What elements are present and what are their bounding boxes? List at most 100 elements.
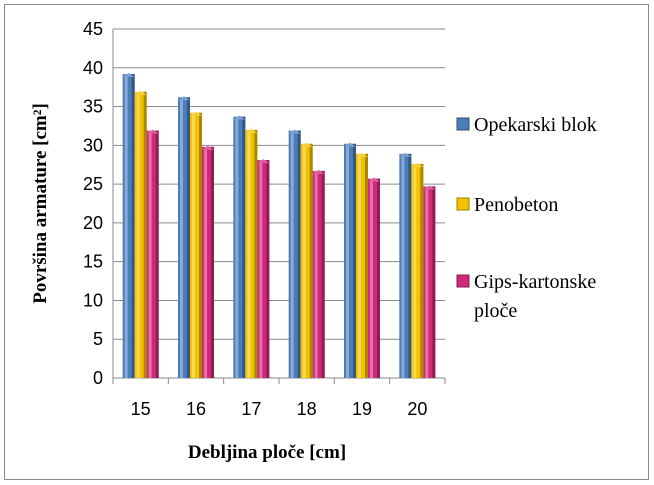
y-tick-label: 35 [83,97,103,117]
chart-frame [4,4,649,480]
bar-highlight [192,112,195,378]
x-tick-label: 18 [297,399,317,419]
bar-shadow [321,170,325,378]
x-tick-label: 17 [241,399,261,419]
bar [146,129,159,378]
bar-shadow [353,143,356,378]
legend-entry: Opekarski blok [456,114,597,136]
bar-cap [300,142,313,147]
bar-body [122,73,135,378]
bar [190,111,202,378]
bar-shadow [143,91,147,378]
bar-cap [356,152,368,157]
bar-cap [202,145,214,150]
y-tick-label: 30 [83,135,103,155]
bar-shadow [254,129,258,378]
bar [257,159,270,378]
bar [134,90,147,378]
bar-shadow [408,153,412,378]
y-tick-label: 25 [83,174,103,194]
bar-shadow [187,97,190,378]
bar-highlight [290,130,294,378]
bar-cap [411,162,424,167]
bar-cap [245,128,258,133]
bar-cap [190,111,202,116]
bar [300,142,313,378]
bar-cap [134,90,147,95]
bar-cap [399,152,412,157]
legend-swatch [456,274,470,288]
x-axis-title: Debljina ploče [cm] [188,442,346,463]
bar-highlight [204,146,207,378]
bar-highlight [346,143,349,378]
bar-shadow [211,146,214,378]
x-tick-label: 20 [407,399,427,419]
bar-highlight [124,73,128,378]
bar [178,96,190,378]
bar-cap [146,129,159,134]
bar-highlight [247,129,251,378]
legend-entry: Gips-kartonske ploče [456,271,596,322]
x-tick-label: 15 [131,399,151,419]
bar-highlight [413,163,417,378]
y-tick-label: 10 [83,290,103,310]
bar [399,152,412,378]
bar-highlight [314,170,318,378]
bar-cap [122,72,135,77]
bar-highlight [136,91,140,378]
legend-entry: Penobeton [456,194,558,216]
bar-shadow [377,178,380,378]
bar-cap [423,185,436,190]
bar-cap [233,115,246,120]
y-tick-label: 15 [83,252,103,272]
bar-shadow [199,112,202,378]
bar-shadow [155,130,159,378]
bar [423,185,436,378]
bar-shadow [131,73,135,378]
bar [411,162,424,378]
bar-highlight [401,153,405,378]
bar-shadow [432,186,436,378]
y-tick-label: 45 [83,19,103,39]
y-tick-label: 5 [93,329,103,349]
bar-shadow [365,153,368,378]
legend-swatch [456,197,470,211]
bar-highlight [180,97,183,378]
y-tick-label: 0 [93,368,103,388]
bar-shadow [242,116,246,378]
bar [368,177,380,378]
bar-highlight [235,116,239,378]
x-tick-label: 19 [352,399,372,419]
bar-cap [288,129,301,134]
bar [344,142,356,378]
legend-swatch [456,117,470,131]
x-tick-label: 16 [186,399,206,419]
bar-cap [368,177,380,182]
bar-cap [178,96,190,101]
bar-shadow [420,163,424,378]
bar-shadow [309,143,313,378]
bar-highlight [370,178,373,378]
bar-cap [257,159,270,164]
legend-label: Opekarski blok [474,114,597,136]
bar-shadow [297,130,301,378]
bar [312,169,325,378]
bar [122,72,135,378]
legend-label: Penobeton [474,194,558,216]
bar [233,115,246,378]
bar [356,152,368,378]
bar-highlight [302,143,306,378]
bar [245,128,258,378]
y-axis-title: Površina armature [cm²] [30,103,51,304]
bar-cap [312,169,325,174]
legend-label: Gips-kartonske [474,271,596,293]
bar [202,145,214,378]
bar-shadow [266,160,270,378]
bar-cap [344,142,356,147]
y-tick-label: 40 [83,58,103,78]
bar-body [245,129,258,378]
legend-label: ploče [474,300,517,322]
bar-highlight [425,186,429,378]
y-tick-label: 20 [83,213,103,233]
